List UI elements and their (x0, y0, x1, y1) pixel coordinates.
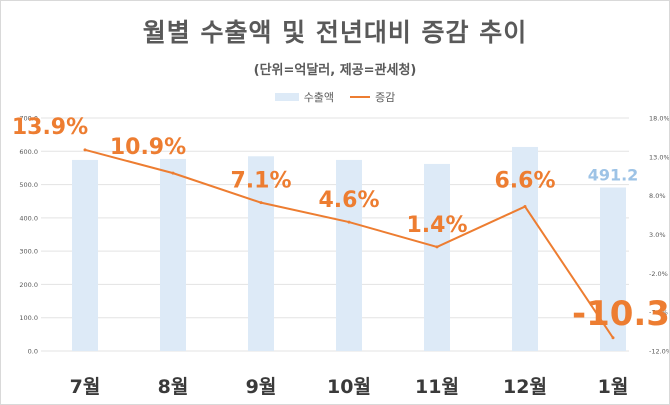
y-right-tick-label: 8.0% (649, 192, 666, 200)
y-right-tick-label: 13.0% (649, 153, 669, 161)
line-point (523, 205, 527, 209)
y-right-tick-label: 3.0% (649, 231, 666, 239)
bar (72, 159, 98, 351)
legend-bar-swatch (274, 93, 299, 101)
line-data-label: 13.9% (12, 115, 88, 140)
y-right-tick-label: 18.0% (649, 115, 669, 123)
bar-data-label: 491.2 (588, 166, 639, 185)
y-right-tick-label: -12.0% (649, 348, 669, 356)
line-data-label: 1.4% (406, 213, 467, 238)
y-left-tick-label: 200.0 (19, 281, 38, 289)
line-data-label: 7.1% (230, 169, 291, 194)
x-tick-label: 9월 (246, 376, 277, 398)
x-tick-label: 1월 (598, 376, 629, 398)
chart-title: 월별 수출액 및 전년대비 증감 추이 (142, 18, 528, 47)
bar (160, 158, 186, 351)
line-point (259, 201, 263, 205)
bar (424, 163, 450, 351)
legend-item-bar: 수출액 (274, 89, 335, 105)
legend-bar-label: 수출액 (303, 91, 335, 104)
y-left-tick-label: 100.0 (19, 314, 38, 322)
chart-legend: 수출액 증감 (1, 89, 669, 105)
legend-item-line: 증감 (350, 89, 395, 105)
legend-line-label: 증감 (375, 91, 396, 104)
line-data-label: 10.9% (110, 135, 186, 160)
line-data-label: -10.3% (572, 294, 669, 334)
legend-line-swatch (350, 96, 371, 98)
line-point (83, 148, 87, 152)
y-left-tick-label: 700.0 (19, 115, 38, 123)
x-tick-label: 11월 (415, 376, 459, 398)
line-data-label: 4.6% (318, 188, 379, 213)
line-point (347, 220, 351, 224)
line-point (171, 171, 175, 175)
y-left-tick-label: 300.0 (19, 248, 38, 256)
bar (248, 156, 274, 351)
line-data-label: 6.6% (494, 169, 555, 194)
y-right-tick-label: -7.0% (649, 309, 668, 317)
y-left-tick-label: 400.0 (19, 214, 38, 222)
x-tick-label: 12월 (503, 376, 547, 398)
x-tick-label: 7월 (70, 376, 101, 398)
bar (512, 146, 538, 351)
x-tick-label: 8월 (158, 376, 189, 398)
line-point (611, 336, 615, 340)
chart-subtitle: (단위=억달러, 제공=관세청) (253, 63, 417, 78)
y-right-tick-label: -2.0% (649, 270, 668, 278)
bar (336, 159, 362, 351)
y-left-tick-label: 0.0 (28, 348, 38, 356)
x-tick-label: 10월 (327, 376, 371, 398)
y-left-tick-label: 600.0 (19, 148, 38, 156)
y-left-tick-label: 500.0 (19, 181, 38, 189)
line-point (435, 245, 439, 249)
